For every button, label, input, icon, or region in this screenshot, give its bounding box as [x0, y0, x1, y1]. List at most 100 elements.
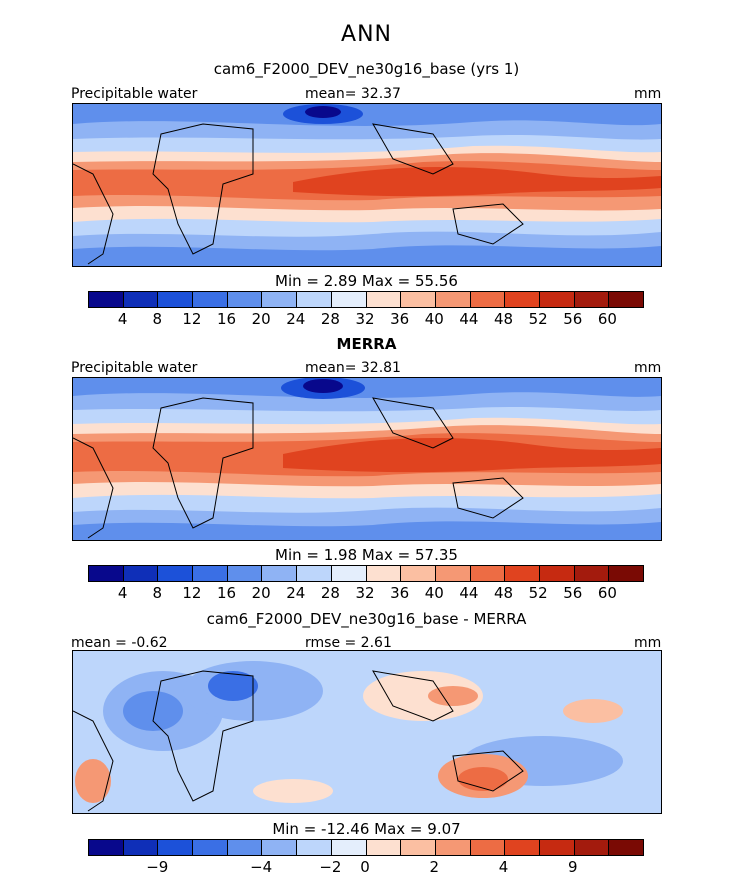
colorbar-swatch: [296, 566, 331, 581]
colorbar-swatch: [122, 840, 158, 855]
panel-1-title: cam6_F2000_DEV_ne30g16_base (yrs 1): [213, 60, 520, 78]
panel-3-minmax: Min = -12.46 Max = 9.07: [272, 820, 461, 838]
colorbar-tick-label: 32: [355, 310, 375, 328]
colorbar-tick-label: 60: [597, 310, 617, 328]
colorbar-swatch: [608, 840, 643, 855]
panel-1-colorbar-ticks: 4 8 12 16 20 24 28 32 36 40 44 48 52 56 60: [88, 310, 644, 328]
panel-3-units-label: mm: [634, 635, 662, 651]
colorbar-swatch: [400, 292, 435, 307]
colorbar-swatch: [89, 566, 123, 581]
colorbar-swatch: [192, 566, 227, 581]
colorbar-swatch: [157, 566, 193, 581]
panel-1-map: [72, 103, 662, 267]
colorbar-tick-label: 44: [459, 584, 479, 602]
colorbar-tick-label: 9: [567, 858, 578, 876]
colorbar-swatch: [192, 292, 227, 307]
panel-2-variable-label: Precipitable water: [71, 360, 198, 376]
colorbar-swatch: [365, 292, 401, 307]
colorbar-swatch: [400, 566, 435, 581]
panel-1-mean-label: mean= 32.37: [305, 86, 401, 102]
panel-1-variable-label: Precipitable water: [71, 86, 198, 102]
colorbar-tick-label: 12: [182, 584, 202, 602]
colorbar-tick-label: 24: [286, 310, 306, 328]
colorbar-tick-label: 32: [355, 584, 375, 602]
colorbar-tick-label: 8: [152, 310, 163, 328]
colorbar-swatch: [469, 566, 505, 581]
colorbar-swatch: [469, 840, 505, 855]
colorbar-swatch: [538, 566, 574, 581]
colorbar-tick-label: 16: [216, 310, 237, 328]
panel-2-minmax: Min = 1.98 Max = 57.35: [275, 546, 458, 564]
colorbar-swatch: [608, 292, 643, 307]
colorbar-tick-label: 36: [390, 584, 410, 602]
colorbar-tick-label: −2: [319, 858, 342, 876]
colorbar-tick-label: 28: [320, 310, 340, 328]
colorbar-swatch: [226, 292, 262, 307]
colorbar-swatch: [434, 566, 470, 581]
colorbar-tick-label: 52: [528, 584, 548, 602]
panel-3-colorbar-ticks: −9 −4 −2 0 2 4 9: [88, 858, 644, 876]
colorbar-tick-label: 48: [493, 310, 514, 328]
colorbar-tick-label: −9: [146, 858, 169, 876]
colorbar-swatch: [504, 840, 539, 855]
colorbar-swatch: [538, 840, 574, 855]
colorbar-swatch: [261, 566, 297, 581]
colorbar-tick-label: 20: [251, 310, 271, 328]
colorbar-swatch: [296, 840, 331, 855]
colorbar-swatch: [192, 840, 227, 855]
colorbar-tick-label: 16: [216, 584, 237, 602]
colorbar-swatch: [261, 292, 297, 307]
colorbar-tick-label: −4: [250, 858, 273, 876]
panel-2-mean-label: mean= 32.81: [305, 360, 401, 376]
colorbar-swatch: [434, 840, 470, 855]
colorbar-tick-label: 56: [563, 584, 583, 602]
colorbar-swatch: [226, 840, 262, 855]
colorbar-swatch: [122, 292, 158, 307]
colorbar-swatch: [89, 840, 123, 855]
panel-1-minmax: Min = 2.89 Max = 55.56: [275, 272, 458, 290]
colorbar-swatch: [469, 292, 505, 307]
panel-3-colorbar: [88, 839, 644, 856]
colorbar-swatch: [538, 292, 574, 307]
colorbar-tick-label: 20: [251, 584, 271, 602]
colorbar-swatch: [89, 292, 123, 307]
colorbar-tick-label: 2: [429, 858, 440, 876]
colorbar-swatch: [573, 566, 609, 581]
colorbar-swatch: [330, 840, 366, 855]
colorbar-swatch: [330, 292, 366, 307]
colorbar-tick-label: 28: [320, 584, 340, 602]
colorbar-swatch: [157, 292, 193, 307]
colorbar-tick-label: 40: [424, 310, 444, 328]
figure-title: ANN: [341, 22, 392, 47]
colorbar-tick-label: 0: [360, 858, 370, 876]
panel-2-units-label: mm: [634, 360, 662, 376]
colorbar-tick-label: 52: [528, 310, 548, 328]
colorbar-swatch: [296, 292, 331, 307]
panel-1-colorbar: [88, 291, 644, 308]
panel-2-colorbar-ticks: 4 8 12 16 20 24 28 32 36 40 44 48 52 56 60: [88, 584, 644, 602]
panel-3-map: [72, 650, 662, 814]
colorbar-tick-label: 4: [498, 858, 509, 876]
colorbar-tick-label: 8: [152, 584, 163, 602]
colorbar-swatch: [608, 566, 643, 581]
colorbar-tick-label: 44: [459, 310, 479, 328]
colorbar-tick-label: 24: [286, 584, 306, 602]
colorbar-swatch: [504, 566, 539, 581]
colorbar-swatch: [157, 840, 193, 855]
colorbar-swatch: [261, 840, 297, 855]
colorbar-swatch: [400, 840, 435, 855]
colorbar-tick-label: 4: [117, 584, 128, 602]
colorbar-swatch: [365, 840, 401, 855]
colorbar-swatch: [226, 566, 262, 581]
panel-3-rmse-label: rmse = 2.61: [305, 635, 392, 651]
panel-2-colorbar: [88, 565, 644, 582]
colorbar-tick-label: 56: [563, 310, 583, 328]
colorbar-tick-label: 40: [424, 584, 444, 602]
panel-1-units-label: mm: [634, 86, 662, 102]
colorbar-swatch: [330, 566, 366, 581]
panel-2-title: MERRA: [336, 335, 397, 353]
colorbar-swatch: [573, 840, 609, 855]
colorbar-swatch: [504, 292, 539, 307]
colorbar-tick-label: 4: [117, 310, 128, 328]
panel-3-title: cam6_F2000_DEV_ne30g16_base - MERRA: [206, 610, 527, 628]
